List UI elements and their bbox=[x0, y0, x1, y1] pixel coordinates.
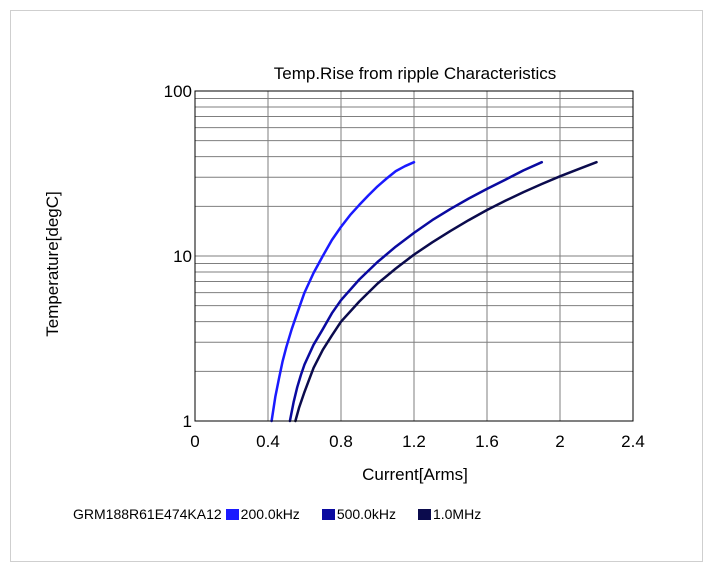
y-tick-labels: 1 10 100 bbox=[164, 82, 192, 431]
legend-entry: 200.0kHz bbox=[225, 506, 300, 522]
legend-swatch bbox=[225, 508, 239, 520]
legend-label: 500.0kHz bbox=[336, 506, 396, 522]
x-tick-label: 0 bbox=[190, 432, 199, 451]
y-axis-label: Temperature[degC] bbox=[43, 191, 62, 337]
x-tick-label: 1.2 bbox=[402, 432, 426, 451]
x-tick-label: 0.8 bbox=[329, 432, 353, 451]
legend: GRM188R61E474KA12 200.0kHz 500.0kHz 1.0MHz bbox=[73, 504, 503, 524]
y-tick-label: 1 bbox=[183, 412, 192, 431]
grid-lines bbox=[194, 91, 634, 421]
legend-swatch bbox=[417, 508, 431, 520]
legend-entry: 500.0kHz bbox=[321, 506, 396, 522]
legend-label: 1.0MHz bbox=[432, 506, 482, 522]
series-line-200-0khz bbox=[270, 160, 416, 423]
series-line-500-0khz bbox=[288, 160, 544, 423]
legend-entry: 1.0MHz bbox=[417, 506, 482, 522]
chart-frame: 0 0.4 0.8 1.2 1.6 2 2.4 1 10 100 Temp.Rise from … bbox=[10, 10, 703, 562]
y-tick-label: 100 bbox=[164, 82, 192, 101]
x-tick-label: 0.4 bbox=[256, 432, 280, 451]
series-lines bbox=[270, 160, 598, 423]
x-tick-label: 2.4 bbox=[621, 432, 645, 451]
legend-part-number: GRM188R61E474KA12 bbox=[73, 506, 222, 522]
x-tick-labels: 0 0.4 0.8 1.2 1.6 2 2.4 bbox=[190, 432, 645, 451]
y-tick-label: 10 bbox=[173, 247, 192, 266]
chart-title: Temp.Rise from ripple Characteristics bbox=[274, 64, 556, 83]
series-line-1-0mhz bbox=[294, 160, 598, 423]
x-axis-label: Current[Arms] bbox=[362, 465, 468, 484]
chart-svg: 0 0.4 0.8 1.2 1.6 2 2.4 1 10 100 Temp.Rise from … bbox=[43, 64, 645, 484]
x-tick-label: 2 bbox=[555, 432, 564, 451]
legend-swatch bbox=[321, 508, 335, 520]
legend-label: 200.0kHz bbox=[240, 506, 300, 522]
x-tick-label: 1.6 bbox=[475, 432, 499, 451]
plot-border bbox=[194, 90, 634, 422]
